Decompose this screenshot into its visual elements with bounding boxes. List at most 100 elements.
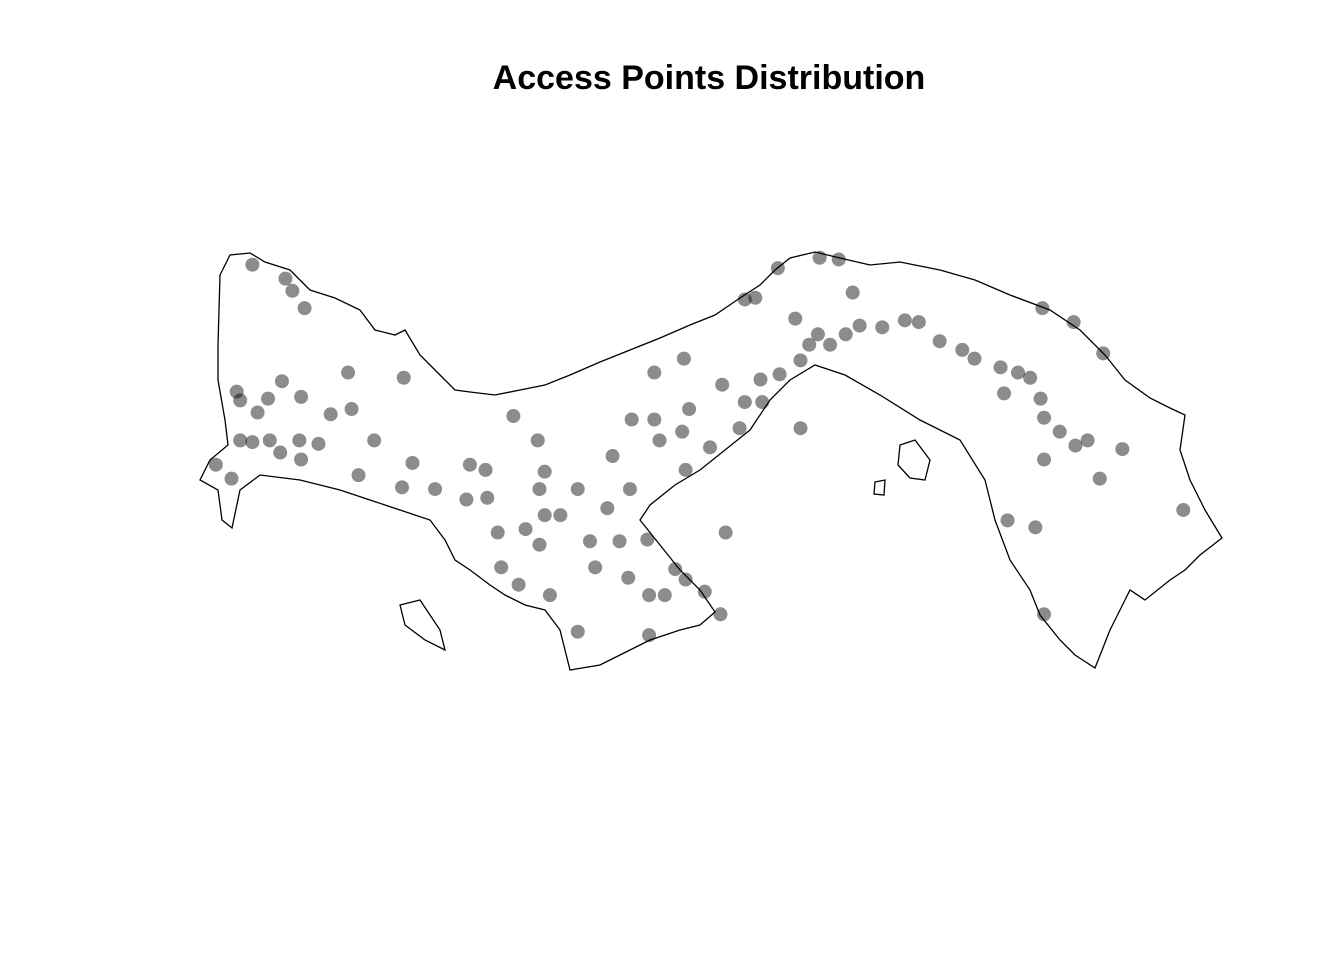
access-point xyxy=(229,384,244,399)
access-point xyxy=(278,271,293,286)
access-point xyxy=(233,433,248,448)
access-point xyxy=(532,537,547,552)
access-point xyxy=(647,412,662,427)
access-point xyxy=(732,421,747,436)
access-point xyxy=(715,377,730,392)
access-point xyxy=(530,433,545,448)
access-point xyxy=(395,480,410,495)
access-point xyxy=(245,435,260,450)
access-point xyxy=(718,525,733,540)
access-point xyxy=(273,445,288,460)
mainland xyxy=(199,251,1223,671)
access-point xyxy=(344,402,359,417)
access-point xyxy=(911,315,926,330)
access-point xyxy=(494,560,509,575)
access-point xyxy=(208,457,223,472)
access-point xyxy=(737,395,752,410)
access-point xyxy=(753,372,768,387)
access-point xyxy=(932,334,947,349)
access-point xyxy=(713,607,728,622)
access-point xyxy=(294,389,309,404)
country-outline xyxy=(199,251,1223,671)
access-point xyxy=(518,522,533,537)
access-point xyxy=(612,534,627,549)
access-point xyxy=(570,482,585,497)
access-point xyxy=(428,482,443,497)
access-point xyxy=(506,409,521,424)
access-point xyxy=(1000,513,1015,528)
access-point xyxy=(1080,433,1095,448)
access-point xyxy=(838,327,853,342)
access-point xyxy=(262,433,277,448)
access-point xyxy=(993,360,1008,375)
access-point xyxy=(737,292,752,307)
access-point xyxy=(955,342,970,357)
access-point xyxy=(770,261,785,276)
access-point xyxy=(1052,424,1067,439)
access-point xyxy=(459,492,474,507)
access-point xyxy=(367,433,382,448)
access-point xyxy=(1037,607,1052,622)
access-point xyxy=(682,402,697,417)
map-title: Access Points Distribution xyxy=(493,59,926,97)
access-point xyxy=(1092,471,1107,486)
access-point xyxy=(323,407,338,422)
access-point xyxy=(542,588,557,603)
access-point xyxy=(1068,438,1083,453)
access-point xyxy=(1176,502,1191,517)
access-point xyxy=(600,501,615,516)
access-point xyxy=(703,440,717,455)
island xyxy=(399,599,446,652)
access-point xyxy=(233,393,248,408)
access-point xyxy=(1115,442,1130,457)
access-point xyxy=(640,532,655,547)
access-point xyxy=(285,283,300,298)
access-point xyxy=(1028,520,1043,535)
access-point xyxy=(250,405,265,420)
access-point xyxy=(755,395,770,410)
access-point xyxy=(652,433,667,448)
access-point xyxy=(1037,410,1052,425)
access-point xyxy=(297,301,312,316)
access-point xyxy=(621,570,636,585)
access-point xyxy=(823,337,838,352)
access-point xyxy=(462,457,477,472)
access-point xyxy=(772,367,787,382)
access-point xyxy=(875,320,890,335)
access-point xyxy=(532,482,547,497)
access-point xyxy=(511,577,526,592)
access-point xyxy=(405,455,420,470)
access-point xyxy=(802,337,817,352)
access-point xyxy=(1066,315,1081,330)
access-point xyxy=(292,433,307,448)
access-point xyxy=(311,436,326,451)
access-point xyxy=(647,365,662,380)
access-point xyxy=(351,468,366,483)
access-point xyxy=(537,464,552,479)
island xyxy=(897,439,931,481)
access-point xyxy=(1035,301,1050,316)
access-point xyxy=(261,391,276,406)
access-point xyxy=(622,482,637,497)
access-point xyxy=(605,449,620,464)
access-point xyxy=(1010,365,1025,380)
access-point xyxy=(1023,370,1038,385)
access-point xyxy=(748,290,763,305)
access-point xyxy=(341,365,356,380)
access-point xyxy=(478,462,493,477)
access-point xyxy=(675,424,690,439)
access-point xyxy=(697,584,712,599)
access-point xyxy=(396,370,411,385)
access-point xyxy=(294,452,309,467)
access-point xyxy=(1096,346,1111,361)
access-point xyxy=(274,374,289,389)
access-point xyxy=(678,572,693,587)
access-point xyxy=(812,250,827,265)
access-point xyxy=(831,252,846,267)
access-point xyxy=(676,351,691,366)
access-point xyxy=(588,560,603,575)
access-point xyxy=(480,490,495,505)
island xyxy=(873,479,886,496)
